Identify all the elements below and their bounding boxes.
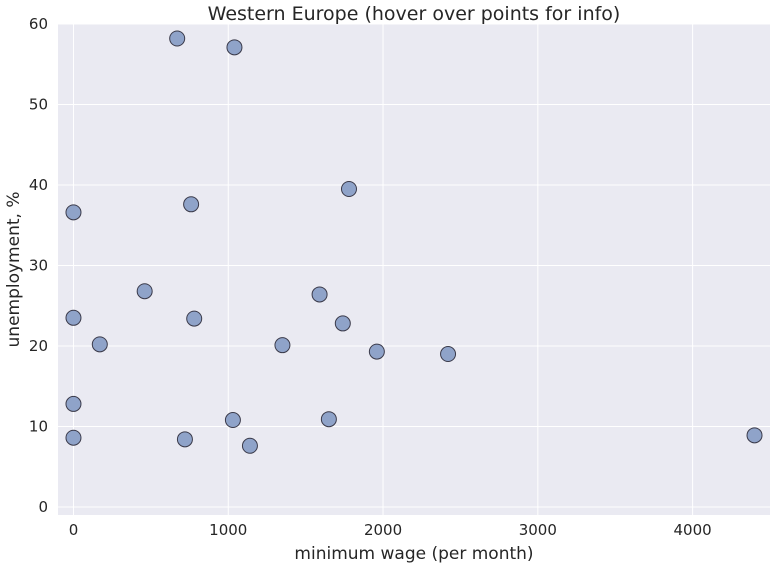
x-tick-label: 0 [69, 521, 79, 539]
data-point[interactable] [320, 411, 337, 428]
data-point[interactable] [340, 181, 357, 198]
plot-area [58, 24, 770, 515]
y-axis-label: unemployment, % [4, 192, 24, 348]
y-tick-label: 50 [29, 95, 48, 113]
data-point[interactable] [136, 283, 153, 300]
x-axis-label: minimum wage (per month) [294, 544, 533, 564]
y-tick-label: 40 [29, 176, 48, 194]
x-tick-label: 2000 [364, 521, 402, 539]
y-tick-label: 30 [29, 256, 48, 274]
data-point[interactable] [334, 315, 351, 332]
y-tick-labels: 0 10 20 30 40 50 60 [29, 15, 48, 516]
data-point[interactable] [65, 204, 82, 221]
x-tick-label: 1000 [209, 521, 247, 539]
data-point[interactable] [65, 395, 82, 412]
data-point[interactable] [241, 437, 258, 454]
x-tick-label: 3000 [519, 521, 557, 539]
data-point[interactable] [274, 337, 291, 354]
y-tick-label: 60 [29, 15, 48, 33]
data-point[interactable] [746, 427, 763, 444]
data-point[interactable] [440, 346, 457, 363]
data-points [65, 30, 763, 454]
data-point[interactable] [183, 196, 200, 213]
data-point[interactable] [91, 336, 108, 353]
data-point[interactable] [311, 286, 328, 303]
chart-title: Western Europe (hover over points for in… [208, 3, 621, 25]
data-point[interactable] [186, 310, 203, 327]
data-point[interactable] [176, 431, 193, 448]
y-tick-label: 0 [38, 498, 48, 516]
y-tick-label: 10 [29, 417, 48, 435]
data-point[interactable] [169, 30, 186, 47]
y-tick-label: 20 [29, 337, 48, 355]
x-tick-label: 4000 [674, 521, 712, 539]
data-point[interactable] [224, 412, 241, 429]
data-point[interactable] [65, 309, 82, 326]
data-point[interactable] [65, 429, 82, 446]
data-point[interactable] [226, 39, 243, 56]
data-point[interactable] [368, 343, 385, 360]
grid-lines [58, 23, 770, 515]
x-tick-labels: 0 1000 2000 3000 4000 [69, 521, 712, 539]
